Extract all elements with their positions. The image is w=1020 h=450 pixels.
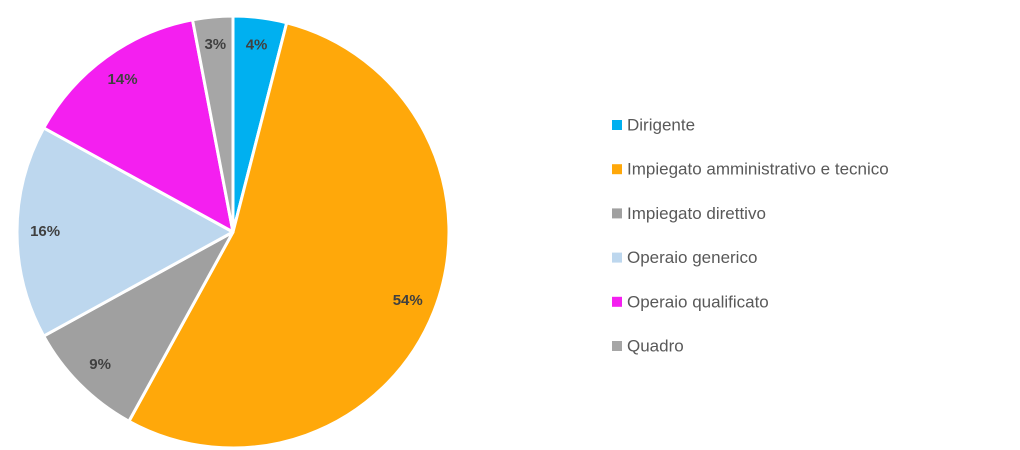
pie-slice bbox=[127, 21, 451, 450]
legend-label: Operaio generico bbox=[627, 248, 757, 267]
data-label: 16% bbox=[30, 223, 60, 240]
legend-label: Dirigente bbox=[627, 115, 695, 134]
pie-slice bbox=[42, 230, 235, 423]
legend-label: Impiegato direttivo bbox=[627, 204, 766, 223]
legend-swatch bbox=[612, 164, 622, 175]
data-label: 54% bbox=[393, 292, 423, 309]
pie-slice bbox=[15, 126, 235, 338]
legend-swatch bbox=[612, 120, 622, 130]
legend-swatch bbox=[612, 252, 622, 263]
pie-slice bbox=[191, 14, 235, 234]
legend-swatch bbox=[612, 296, 622, 307]
legend-label: Quadro bbox=[627, 336, 684, 355]
legend-label: Impiegato amministrativo e tecnico bbox=[627, 160, 889, 179]
data-label: 4% bbox=[246, 37, 268, 54]
legend-swatch bbox=[612, 208, 622, 219]
legend-label: Operaio qualificato bbox=[627, 292, 769, 311]
data-label: 3% bbox=[204, 36, 226, 53]
data-label: 14% bbox=[108, 71, 138, 88]
data-label: 9% bbox=[89, 356, 111, 373]
pie-slice bbox=[42, 18, 235, 234]
legend-swatch bbox=[612, 341, 622, 351]
